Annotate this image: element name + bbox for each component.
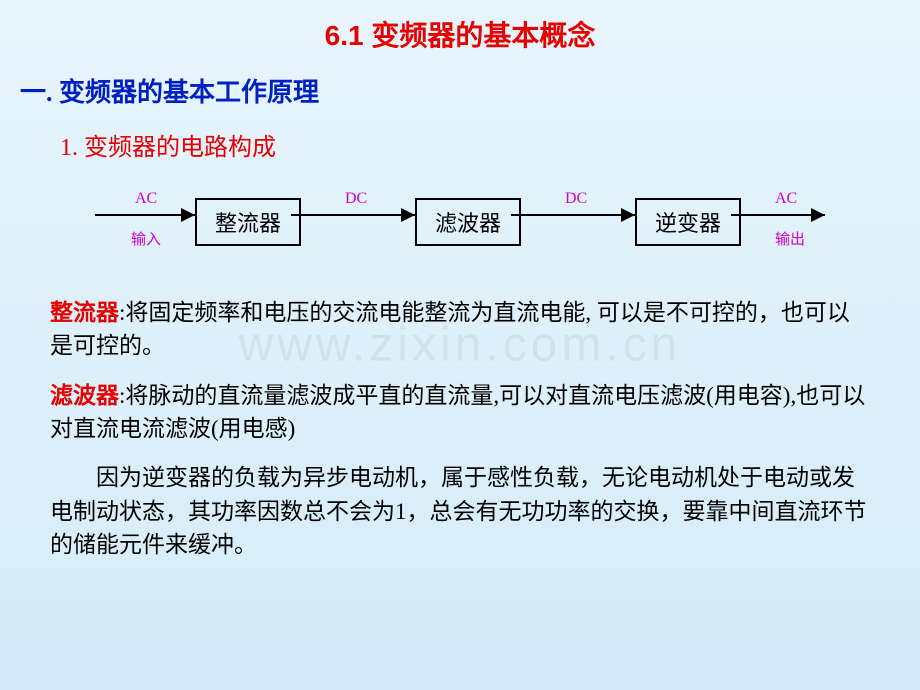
page-title: 6.1 变频器的基本概念 [50, 14, 870, 54]
term-filter: 滤波器 [50, 382, 119, 408]
arrow-1-line [95, 214, 195, 216]
box-rectifier: 整流器 [195, 198, 301, 246]
text-rectifier: :将固定频率和电压的交流电能整流为直流电能, 可以是不可控的，也可以是可控的。 [50, 300, 850, 358]
label-dc-1: DC [345, 190, 367, 208]
section-heading: 一. 变频器的基本工作原理 [20, 72, 870, 109]
arrow-2-head [401, 208, 415, 222]
paragraph-filter: 滤波器:将脉动的直流量滤波成平直的直流量,可以对直流电压滤波(用电容),也可以对… [50, 379, 870, 446]
subsection-heading: 1. 变频器的电路构成 [60, 127, 870, 162]
label-input-ac: AC [135, 190, 157, 208]
term-rectifier: 整流器 [50, 299, 119, 325]
arrow-3-line [511, 214, 635, 216]
arrow-3-head [621, 208, 635, 222]
label-output-text: 输出 [775, 228, 805, 249]
box-inverter: 逆变器 [635, 198, 741, 246]
slide-content: 6.1 变频器的基本概念 一. 变频器的基本工作原理 1. 变频器的电路构成 A… [0, 0, 920, 597]
arrow-4-head [811, 208, 825, 222]
label-output-ac: AC [775, 190, 797, 208]
arrow-1-head [181, 208, 195, 222]
label-dc-2: DC [565, 190, 587, 208]
paragraph-rectifier: 整流器:将固定频率和电压的交流电能整流为直流电能, 可以是不可控的，也可以是可控… [50, 296, 870, 363]
box-filter: 滤波器 [415, 198, 521, 246]
paragraph-inverter-note: 因为逆变器的负载为异步电动机，属于感性负载，无论电动机处于电动或发电制动状态，其… [50, 461, 870, 561]
flow-diagram: AC 输入 整流器 DC 滤波器 DC 逆变器 AC 输出 [75, 186, 845, 256]
text-filter: :将脉动的直流量滤波成平直的直流量,可以对直流电压滤波(用电容),也可以对直流电… [50, 383, 865, 441]
label-input-text: 输入 [131, 228, 161, 249]
arrow-2-line [291, 214, 415, 216]
